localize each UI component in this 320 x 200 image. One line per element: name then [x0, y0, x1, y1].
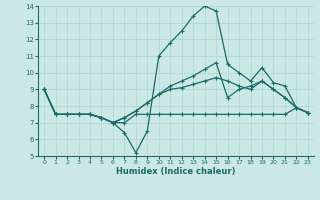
X-axis label: Humidex (Indice chaleur): Humidex (Indice chaleur) [116, 167, 236, 176]
